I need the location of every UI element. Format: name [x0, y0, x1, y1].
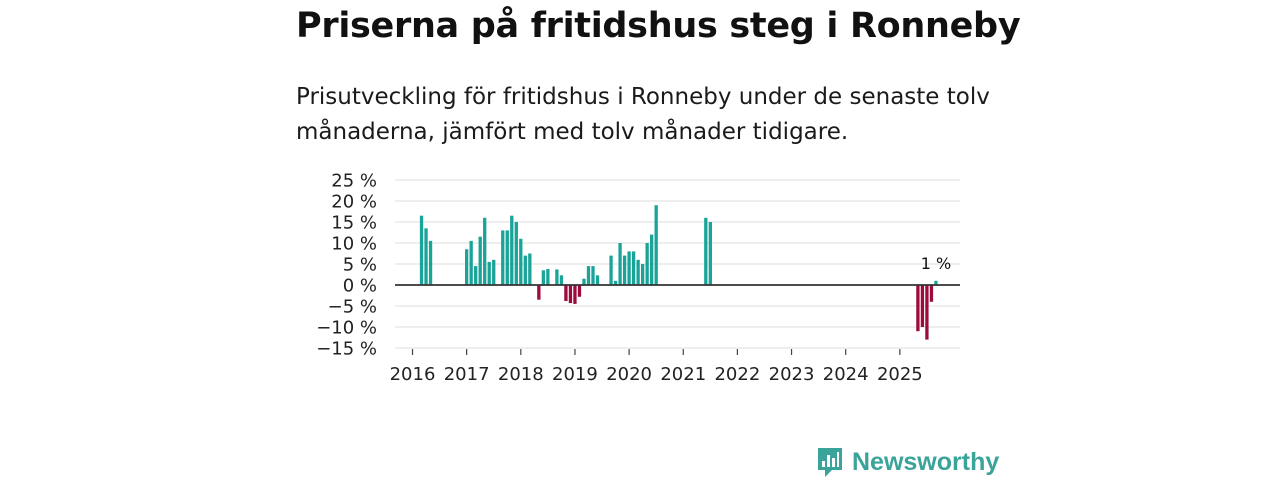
bar-chart: 25 %20 %15 %10 %5 %0 %−5 %−10 %−15 % 201…	[316, 171, 960, 385]
x-tick-label: 2022	[714, 364, 760, 385]
x-tick-label: 2023	[769, 364, 815, 385]
bar	[654, 205, 658, 285]
bar	[920, 285, 925, 327]
y-tick-label: 0 %	[343, 276, 377, 297]
x-tick-label: 2021	[660, 364, 706, 385]
bar	[934, 280, 938, 285]
bar	[501, 230, 505, 285]
bar	[492, 259, 496, 285]
x-tick-label: 2025	[877, 364, 923, 385]
bar	[640, 264, 645, 285]
brand-name: Newsworthy	[852, 448, 1000, 476]
bar	[483, 217, 487, 285]
y-tick-label: 20 %	[331, 192, 377, 213]
bar	[537, 285, 541, 300]
x-tick-label: 2017	[444, 364, 490, 385]
bar	[622, 255, 627, 285]
bar	[523, 255, 527, 285]
y-tick-label: −5 %	[328, 297, 377, 318]
bar	[428, 240, 433, 285]
bar	[618, 243, 622, 285]
chart-subtitle: Prisutveckling för fritidshus i Ronneby …	[296, 84, 990, 145]
bar	[559, 275, 564, 285]
annotations: 1 %	[921, 254, 951, 273]
bar	[469, 240, 473, 285]
x-tick-label: 2018	[498, 364, 544, 385]
brand-logo[interactable]: Newsworthy	[816, 446, 999, 478]
bar	[514, 222, 518, 285]
y-tick-label: −15 %	[316, 339, 377, 360]
bar	[595, 275, 600, 285]
bar	[555, 269, 559, 285]
x-tick-label: 2024	[823, 364, 869, 385]
bar	[573, 285, 577, 304]
bar	[613, 280, 618, 285]
bar	[519, 238, 523, 285]
bar	[609, 255, 613, 285]
y-tick-label: 5 %	[343, 255, 377, 276]
y-tick-label: −10 %	[316, 318, 377, 339]
x-tick-label: 2020	[606, 364, 652, 385]
bar	[645, 243, 649, 285]
bar	[925, 285, 929, 340]
chart-title: Priserna på fritidshus steg i Ronneby	[296, 6, 1021, 46]
bar	[564, 285, 568, 301]
x-axis: 2016 2017 2018 2019 2020 2021 2022 2023 2024 2025	[390, 349, 923, 385]
bar	[528, 253, 532, 285]
bar	[704, 217, 708, 285]
bar	[929, 285, 934, 302]
bar	[631, 251, 636, 285]
bar	[487, 261, 491, 285]
bar	[916, 285, 920, 332]
bar	[708, 222, 712, 285]
bar	[591, 266, 595, 285]
x-tick-label: 2019	[552, 364, 598, 385]
bars	[419, 205, 938, 340]
bar	[582, 278, 586, 285]
y-tick-label: 10 %	[331, 234, 377, 255]
bar	[586, 266, 591, 285]
bar	[424, 228, 428, 285]
newsworthy-logo-icon	[818, 448, 842, 477]
bar	[650, 234, 654, 285]
bar	[636, 259, 640, 285]
x-tick-label: 2016	[390, 364, 436, 385]
bar	[546, 269, 550, 285]
bar	[541, 270, 546, 285]
bar	[474, 266, 478, 285]
bar	[568, 285, 573, 304]
y-tick-label: 15 %	[331, 213, 377, 234]
bar	[510, 215, 514, 285]
bar	[478, 236, 482, 285]
y-tick-label: 25 %	[331, 171, 377, 192]
data-label: 1 %	[921, 254, 951, 273]
y-axis: 25 %20 %15 %10 %5 %0 %−5 %−10 %−15 %	[316, 171, 377, 360]
bar	[505, 230, 509, 285]
bar	[419, 215, 424, 285]
bar	[577, 285, 582, 297]
bar	[627, 251, 631, 285]
bar	[465, 249, 469, 285]
